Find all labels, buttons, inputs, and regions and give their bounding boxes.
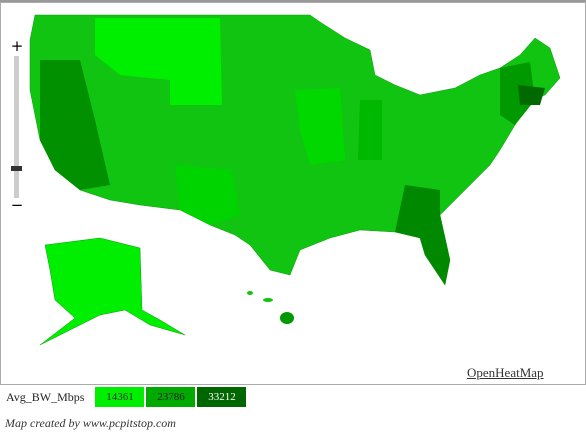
zoom-in[interactable]: + — [11, 37, 24, 55]
legend-swatch: 14361 — [95, 387, 145, 407]
legend-title: Avg_BW_Mbps — [6, 389, 85, 404]
zoom-track[interactable] — [14, 56, 19, 198]
alaska — [39, 237, 186, 346]
hawaii — [280, 312, 294, 324]
hawaii — [247, 291, 253, 295]
region — [518, 85, 545, 105]
region — [95, 18, 222, 105]
credit: Map created by www.pcpitstop.com — [5, 416, 176, 430]
openheatmap-link[interactable]: OpenHeatMap — [467, 365, 544, 380]
region — [395, 185, 450, 285]
zoom-out[interactable]: − — [11, 196, 24, 214]
region — [40, 60, 110, 190]
zoom-handle[interactable] — [11, 166, 22, 171]
hawaii — [263, 298, 273, 302]
region — [358, 100, 382, 160]
region — [500, 62, 535, 125]
region — [175, 165, 240, 225]
region — [295, 88, 345, 165]
legend-swatch: 23786 — [146, 387, 196, 407]
legend-swatch: 33212 — [197, 387, 247, 407]
top-bar — [0, 0, 586, 3]
legend: Avg_BW_Mbps 14361 23786 33212 — [6, 387, 248, 407]
map: + − — [0, 0, 586, 385]
